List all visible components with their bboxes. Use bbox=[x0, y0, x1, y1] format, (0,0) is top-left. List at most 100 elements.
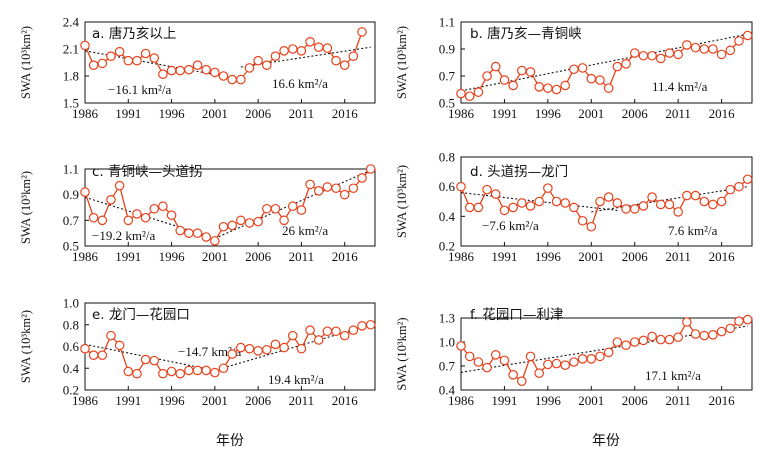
y-tick-label: 1.5 bbox=[63, 96, 79, 111]
data-point bbox=[517, 376, 527, 386]
data-point bbox=[543, 183, 553, 193]
y-axis-label: SWA (10³km²) bbox=[19, 26, 33, 99]
data-point bbox=[534, 196, 544, 207]
data-point bbox=[490, 61, 501, 72]
data-point bbox=[287, 201, 298, 212]
data-point bbox=[742, 30, 753, 41]
trend-rate-label: −16.1 km²/a bbox=[108, 82, 171, 97]
data-point bbox=[464, 351, 475, 362]
data-point bbox=[682, 317, 692, 327]
data-point bbox=[482, 362, 492, 373]
x-tick-label: 2011 bbox=[665, 393, 691, 408]
x-tick-label: 1996 bbox=[535, 393, 562, 408]
data-point bbox=[279, 342, 289, 353]
x-tick-label: 2016 bbox=[709, 249, 736, 264]
y-tick-label: 0.5 bbox=[63, 239, 79, 254]
data-point bbox=[296, 45, 307, 56]
y-tick-label: 1.0 bbox=[63, 296, 79, 311]
data-point bbox=[508, 202, 518, 213]
data-point bbox=[525, 351, 536, 362]
y-tick-label: 0.4 bbox=[439, 383, 456, 398]
x-tick-label: 2001 bbox=[202, 393, 228, 408]
data-point bbox=[166, 366, 177, 377]
data-point bbox=[175, 225, 186, 236]
x-tick-label: 2006 bbox=[245, 249, 272, 264]
data-point bbox=[313, 335, 324, 345]
plot-frame bbox=[84, 168, 376, 247]
trend-rate-label: 7.6 km²/a bbox=[668, 223, 718, 238]
data-point bbox=[106, 51, 116, 61]
panel-title: c. 青铜峡—头道拐 bbox=[92, 164, 203, 180]
x-tick-label: 2011 bbox=[289, 106, 315, 121]
x-tick-label: 1991 bbox=[115, 106, 141, 121]
data-point bbox=[287, 330, 298, 341]
trend-line bbox=[460, 192, 618, 211]
data-point bbox=[201, 365, 211, 376]
x-tick-label: 2011 bbox=[665, 249, 691, 264]
data-point bbox=[560, 198, 571, 208]
data-point bbox=[647, 50, 657, 61]
data-point bbox=[88, 60, 99, 70]
panel-title: f. 花园口—利津 bbox=[470, 307, 563, 323]
data-point bbox=[708, 329, 718, 340]
data-point bbox=[279, 45, 289, 56]
data-point bbox=[456, 88, 466, 99]
data-point bbox=[227, 220, 237, 231]
x-tick-label: 2001 bbox=[578, 106, 604, 121]
data-point bbox=[218, 71, 229, 81]
data-point bbox=[348, 325, 359, 335]
data-point bbox=[708, 199, 718, 210]
data-point bbox=[313, 186, 324, 196]
trend-rate-label: 19.4 km²/a bbox=[268, 372, 324, 387]
x-tick-label: 1996 bbox=[159, 106, 186, 121]
x-tick-label: 2006 bbox=[245, 106, 272, 121]
data-point bbox=[569, 357, 579, 367]
data-point bbox=[690, 329, 701, 339]
trend-rate-label: 11.4 km²/a bbox=[652, 79, 708, 94]
x-tick-label: 1991 bbox=[491, 393, 517, 408]
y-tick-label: 0.8 bbox=[439, 150, 455, 165]
data-point bbox=[88, 350, 99, 360]
data-point bbox=[305, 179, 315, 190]
data-point bbox=[603, 192, 614, 202]
data-point bbox=[192, 365, 203, 376]
data-point bbox=[560, 360, 571, 370]
y-axis-label: SWA (10³km²) bbox=[395, 165, 409, 238]
data-point bbox=[464, 91, 475, 102]
data-point bbox=[261, 344, 272, 355]
data-point bbox=[184, 64, 194, 75]
data-point bbox=[261, 203, 272, 214]
data-point bbox=[97, 58, 108, 69]
panel-a: 1.5 1.8 2.1 2.4 1986 1991 1996 2001 2006 2011 2016… bbox=[19, 15, 376, 121]
data-point bbox=[158, 69, 168, 79]
x-tick-label: 2011 bbox=[289, 393, 315, 408]
data-point bbox=[673, 207, 683, 217]
data-point bbox=[456, 341, 466, 351]
data-point bbox=[482, 71, 492, 81]
data-point bbox=[473, 87, 484, 97]
y-tick-label: 0.7 bbox=[439, 69, 456, 84]
data-point bbox=[201, 232, 211, 242]
data-point bbox=[365, 164, 376, 174]
panel-c: 0.5 0.7 0.9 1.1 1986 1991 1996 2001 2006 2011 2016… bbox=[19, 162, 376, 264]
data-point bbox=[331, 183, 341, 194]
data-point bbox=[655, 334, 666, 345]
x-tick-label: 2011 bbox=[289, 249, 315, 264]
data-point bbox=[313, 42, 324, 52]
data-point bbox=[586, 73, 597, 84]
x-tick-label: 1996 bbox=[535, 106, 562, 121]
y-tick-label: 2.1 bbox=[63, 42, 79, 57]
x-tick-label: 1996 bbox=[535, 249, 562, 264]
data-point bbox=[699, 330, 710, 341]
data-point bbox=[551, 84, 562, 95]
data-point bbox=[638, 201, 649, 211]
plot-frame bbox=[460, 317, 753, 391]
data-point bbox=[647, 192, 657, 202]
data-point bbox=[149, 203, 160, 214]
panel-title: d. 头道拐—龙门 bbox=[470, 164, 568, 180]
panel-title: b. 唐乃亥—青铜峡 bbox=[470, 25, 582, 42]
data-point bbox=[464, 202, 475, 213]
x-tick-label: 1986 bbox=[72, 106, 99, 121]
data-point bbox=[166, 210, 177, 220]
